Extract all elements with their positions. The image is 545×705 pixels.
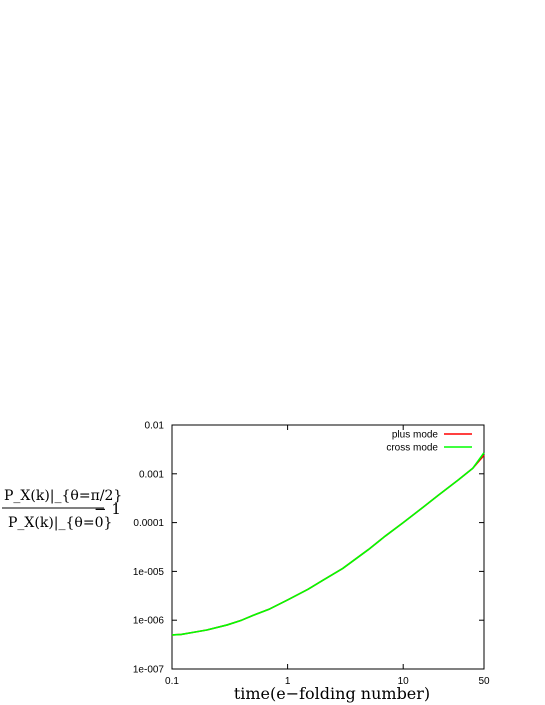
series-line-1 — [171, 452, 485, 636]
y-tick-label: 1e-005 — [133, 567, 165, 578]
x-axis-label: time(e−folding number) — [234, 684, 430, 703]
y-axis-label: P_X(k)|_{θ=π/2} P_X(k)|_{θ=0} − 1 — [2, 488, 122, 531]
legend-label: plus mode — [392, 430, 439, 441]
y-tick-label: 0.0001 — [133, 518, 164, 529]
x-tick-label: 50 — [478, 676, 490, 687]
x-tick-label: 0.1 — [165, 676, 179, 687]
x-tick-label: 1 — [285, 676, 291, 687]
y-label-suffix: − 1 — [94, 500, 121, 518]
y-label-numerator: P_X(k)|_{θ=π/2} — [4, 488, 122, 504]
series-line-0 — [171, 454, 485, 636]
y-label-denominator: P_X(k)|_{θ=0} — [8, 515, 112, 531]
y-tick-label: 1e-006 — [133, 616, 165, 627]
y-tick-label: 1e-007 — [133, 665, 165, 676]
x-tick-label: 10 — [398, 676, 410, 687]
plot-area — [171, 424, 485, 670]
y-tick-label: 0.01 — [145, 421, 165, 432]
legend-label: cross mode — [386, 443, 438, 454]
y-tick-label: 0.001 — [139, 469, 164, 480]
